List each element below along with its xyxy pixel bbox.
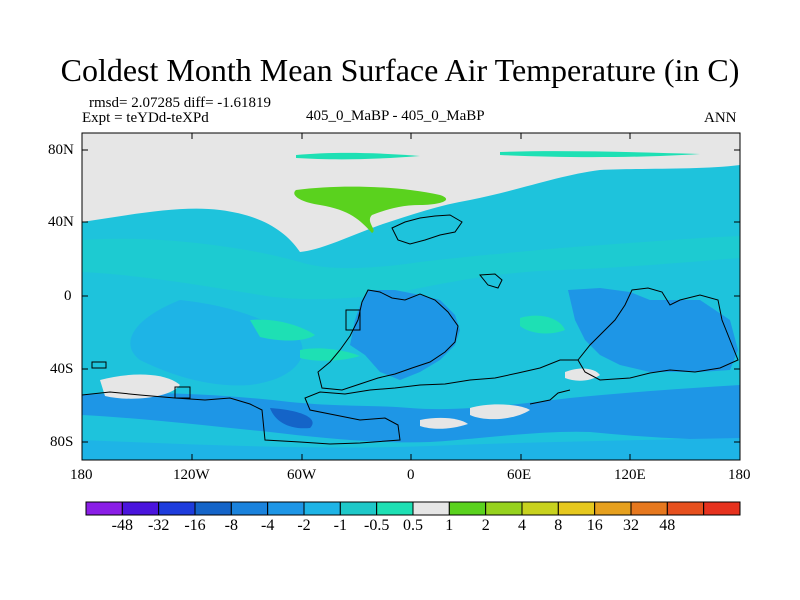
colorbar-label: -8 [224,517,238,534]
colorbar-label: -2 [297,517,311,534]
colorbar-label: -32 [148,517,170,534]
y-label-80n: 80N [48,142,74,158]
south-neutral-patch-3 [565,368,600,381]
south-neutral-patch-2 [470,404,530,420]
colorbar-label: 8 [554,517,563,534]
africa-outline [317,289,459,391]
stats-label: rmsd= 2.07285 diff= -1.61819 [89,95,272,111]
comparison-label: 405_0_MaBP - 405_0_MaBP [306,108,485,124]
colorbar-swatch [303,501,341,516]
colorbar-swatch [376,501,414,516]
x-label-60e: 60E [507,467,532,483]
arctic-mint-streak [296,152,420,160]
temperature-field [82,133,740,460]
colorbar [85,501,741,516]
x-label-180e: 180 [728,467,751,483]
colorbar-swatch [666,501,705,516]
x-label-120w: 120W [173,467,210,483]
x-label-180w: 180 [70,467,93,483]
colorbar-label: -48 [111,517,133,534]
colorbar-swatch [267,501,305,516]
midlatitude-band [82,236,740,300]
coast-segment [529,389,571,405]
deep-blue-spot [270,408,313,429]
south-polar-strip [82,438,740,460]
colorbar-swatch [85,501,123,516]
colorbar-label: -0.5 [364,517,390,534]
colorbar-swatch [412,501,450,516]
colorbar-swatch [703,501,741,516]
colorbar-label: -16 [184,517,206,534]
africa-field [350,290,460,380]
map-title: Coldest Month Mean Surface Air Temperatu… [60,52,740,88]
north-warm-anomaly [294,186,447,233]
colorbar-swatch [339,501,378,516]
colorbar-label: -4 [261,517,275,534]
small-island-outline [91,361,107,369]
colorbar-swatch [230,501,269,516]
season-label: ANN [704,110,737,126]
y-label-40n: 40N [48,214,74,230]
colorbar-swatch [121,501,160,516]
lake-outline [345,309,361,331]
south-neutral-patch-4 [420,417,468,429]
colorbar-label: 0.5 [403,517,423,534]
southern-band [82,385,740,443]
colorbar-swatch [448,501,487,516]
asia-outline [577,287,739,381]
colorbar-label: 48 [659,517,676,534]
y-label-40s: 40S [50,361,74,377]
x-label-60w: 60W [287,467,317,483]
colorbar-label: 16 [586,517,603,534]
y-label-80s: 80S [50,434,74,450]
island-outline [479,273,503,289]
colorbar-swatch [158,501,196,516]
colorbar-swatch [594,501,632,516]
colorbar-label: 2 [481,517,490,534]
x-label-120e: 120E [614,467,646,483]
axis-ticks [81,133,741,460]
asia-pacific-field [568,288,738,372]
colorbar-label: 4 [518,517,526,534]
colorbar-swatch [521,501,559,516]
colorbar-swatch [630,501,668,516]
colorbar-swatch [557,501,596,516]
europe-outline [391,214,463,245]
colorbar-swatch [485,501,523,516]
small-island-outline-2 [174,386,191,399]
arctic-mint-streak-east [500,151,700,158]
y-label-0: 0 [64,288,72,304]
x-label-0: 0 [407,467,415,483]
mint-spot-2 [300,348,360,361]
continent-outlines [81,214,739,445]
colorbar-label: -1 [333,517,347,534]
south-continent-outline [81,359,578,445]
colorbar-swatch [194,501,232,516]
mint-spot-1 [250,319,315,341]
experiment-label: Expt = teYDd-teXPd [82,110,209,126]
colorbar-label: 1 [445,517,454,534]
colorbar-label: 32 [623,517,639,534]
mint-spot-3 [520,315,565,334]
